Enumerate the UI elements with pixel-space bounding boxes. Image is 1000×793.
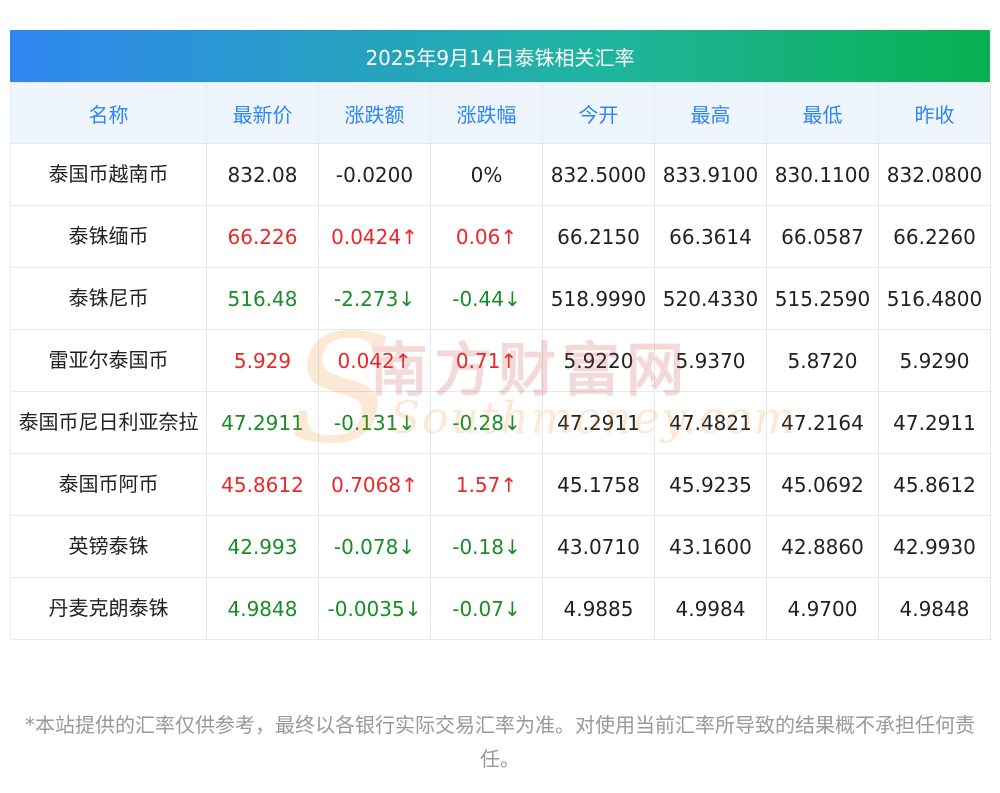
cell-name: 泰国币阿币: [10, 453, 207, 516]
cell-low: 4.9700: [766, 577, 879, 640]
cell-change-pct: -0.44↓: [430, 267, 543, 330]
cell-change: -0.0200: [318, 143, 431, 206]
cell-high: 47.4821: [654, 391, 767, 454]
cell-name: 泰国币尼日利亚奈拉: [10, 391, 207, 454]
cell-change-pct: -0.07↓: [430, 577, 543, 640]
table-row: 泰国币尼日利亚奈拉 47.2911 -0.131↓ -0.28↓ 47.2911 47.4…: [10, 391, 991, 454]
cell-open: 66.2150: [542, 205, 655, 268]
cell-change-pct: 0.71↑: [430, 329, 543, 392]
cell-name: 泰铢缅币: [10, 205, 207, 268]
cell-change-pct: -0.18↓: [430, 515, 543, 578]
column-header-latest: 最新价: [206, 82, 319, 144]
cell-low: 66.0587: [766, 205, 879, 268]
cell-low: 42.8860: [766, 515, 879, 578]
cell-change: 0.7068↑: [318, 453, 431, 516]
column-header-prev-close: 昨收: [878, 82, 991, 144]
cell-high: 43.1600: [654, 515, 767, 578]
cell-change-pct: 0%: [430, 143, 543, 206]
cell-name: 雷亚尔泰国币: [10, 329, 207, 392]
column-header-change: 涨跌额: [318, 82, 431, 144]
cell-change: -0.078↓: [318, 515, 431, 578]
cell-prev-close: 832.0800: [878, 143, 991, 206]
cell-high: 520.4330: [654, 267, 767, 330]
cell-prev-close: 42.9930: [878, 515, 991, 578]
table-title: 2025年9月14日泰铢相关汇率: [10, 30, 990, 82]
cell-latest: 42.993: [206, 515, 319, 578]
cell-change: -0.0035↓: [318, 577, 431, 640]
table-row: 泰国币越南币 832.08 -0.0200 0% 832.5000 833.9100 830…: [10, 143, 991, 206]
exchange-rate-table: 名称 最新价 涨跌额 涨跌幅 今开 最高 最低 昨收 泰国币越南币 832.08-…: [10, 82, 991, 640]
cell-low: 45.0692: [766, 453, 879, 516]
cell-low: 830.1100: [766, 143, 879, 206]
cell-change-pct: 1.57↑: [430, 453, 543, 516]
table-row: 雷亚尔泰国币 5.929 0.042↑ 0.71↑ 5.9220 5.9370 5.8720…: [10, 329, 991, 392]
table-row: 丹麦克朗泰铢 4.9848 -0.0035↓ -0.07↓ 4.9885 4.9984 4.…: [10, 577, 991, 640]
table-row: 泰铢缅币 66.226 0.0424↑ 0.06↑ 66.2150 66.3614 66.0…: [10, 205, 991, 268]
cell-prev-close: 516.4800: [878, 267, 991, 330]
cell-open: 5.9220: [542, 329, 655, 392]
cell-prev-close: 47.2911: [878, 391, 991, 454]
cell-high: 66.3614: [654, 205, 767, 268]
cell-change: -2.273↓: [318, 267, 431, 330]
column-header-low: 最低: [766, 82, 879, 144]
cell-open: 43.0710: [542, 515, 655, 578]
table-row: 泰铢尼币 516.48 -2.273↓ -0.44↓ 518.9990 520.4330 5…: [10, 267, 991, 330]
column-header-high: 最高: [654, 82, 767, 144]
column-header-change-pct: 涨跌幅: [430, 82, 543, 144]
cell-name: 英镑泰铢: [10, 515, 207, 578]
table-row: 英镑泰铢 42.993 -0.078↓ -0.18↓ 43.0710 43.1600 42.…: [10, 515, 991, 578]
cell-prev-close: 5.9290: [878, 329, 991, 392]
cell-open: 4.9885: [542, 577, 655, 640]
cell-low: 5.8720: [766, 329, 879, 392]
cell-name: 泰国币越南币: [10, 143, 207, 206]
cell-change: -0.131↓: [318, 391, 431, 454]
cell-change-pct: 0.06↑: [430, 205, 543, 268]
table-header-row: 名称 最新价 涨跌额 涨跌幅 今开 最高 最低 昨收: [10, 82, 991, 144]
cell-change: 0.042↑: [318, 329, 431, 392]
cell-high: 5.9370: [654, 329, 767, 392]
cell-open: 518.9990: [542, 267, 655, 330]
cell-latest: 516.48: [206, 267, 319, 330]
cell-prev-close: 4.9848: [878, 577, 991, 640]
cell-prev-close: 45.8612: [878, 453, 991, 516]
cell-high: 45.9235: [654, 453, 767, 516]
cell-high: 4.9984: [654, 577, 767, 640]
cell-name: 泰铢尼币: [10, 267, 207, 330]
cell-low: 515.2590: [766, 267, 879, 330]
disclaimer-footnote: *本站提供的汇率仅供参考，最终以各银行实际交易汇率为准。对使用当前汇率所导致的结…: [25, 713, 975, 771]
cell-name: 丹麦克朗泰铢: [10, 577, 207, 640]
cell-open: 47.2911: [542, 391, 655, 454]
cell-latest: 4.9848: [206, 577, 319, 640]
cell-change-pct: -0.28↓: [430, 391, 543, 454]
cell-latest: 47.2911: [206, 391, 319, 454]
column-header-name: 名称: [10, 82, 207, 144]
cell-high: 833.9100: [654, 143, 767, 206]
cell-latest: 832.08: [206, 143, 319, 206]
column-header-open: 今开: [542, 82, 655, 144]
cell-low: 47.2164: [766, 391, 879, 454]
cell-latest: 5.929: [206, 329, 319, 392]
cell-latest: 45.8612: [206, 453, 319, 516]
table-row: 泰国币阿币 45.8612 0.7068↑ 1.57↑ 45.1758 45.9235 45…: [10, 453, 991, 516]
cell-open: 45.1758: [542, 453, 655, 516]
cell-prev-close: 66.2260: [878, 205, 991, 268]
cell-change: 0.0424↑: [318, 205, 431, 268]
cell-latest: 66.226: [206, 205, 319, 268]
cell-open: 832.5000: [542, 143, 655, 206]
